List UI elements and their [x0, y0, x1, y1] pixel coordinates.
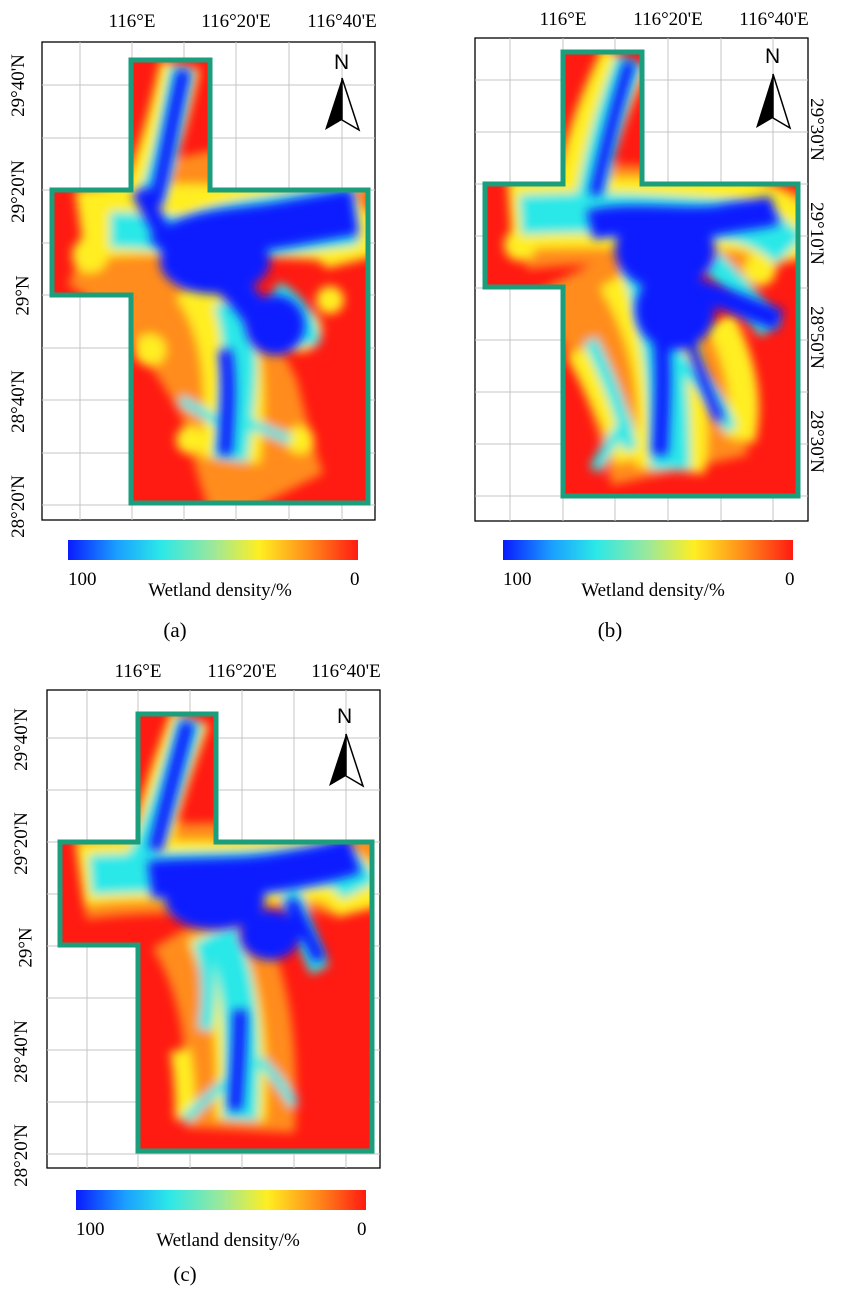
map-panel-a: N 116°E 116°20'E 116°40'E 29°40'N 29°20'…	[0, 0, 420, 650]
colorbar-title: Wetland density/%	[148, 580, 292, 601]
colorbar-max-label: 100	[68, 569, 97, 590]
lat-label: 29°N	[15, 927, 37, 968]
lat-label: 29°40'N	[10, 708, 32, 771]
panel-caption: (b)	[597, 618, 623, 642]
lat-label: 29°10'N	[805, 202, 827, 265]
wetland-density-field	[485, 52, 798, 496]
lon-label: 116°40'E	[307, 11, 377, 32]
north-arrow-icon	[756, 73, 792, 130]
lon-label: 116°E	[114, 661, 162, 682]
lon-label: 116°20'E	[201, 11, 271, 32]
map-panel-c: N 116°E 116°20'E 116°40'E 29°40'N 29°20'…	[0, 650, 420, 1293]
lon-label: 116°E	[108, 11, 156, 32]
lon-label: 116°40'E	[311, 661, 381, 682]
lat-label: 28°20'N	[7, 475, 29, 538]
north-arrow-icon	[329, 733, 365, 788]
colorbar	[76, 1190, 366, 1210]
lon-label: 116°40'E	[739, 9, 809, 30]
map-a-graphic	[41, 41, 376, 560]
colorbar-min-label: 0	[785, 569, 795, 590]
colorbar-title: Wetland density/%	[156, 1230, 300, 1251]
lon-label: 116°20'E	[633, 9, 703, 30]
north-arrow-icon	[325, 77, 361, 132]
colorbar	[503, 540, 793, 560]
colorbar	[68, 540, 358, 560]
lat-label: 28°30'N	[805, 410, 827, 473]
lat-label: 29°20'N	[10, 812, 32, 875]
lat-label: 28°40'N	[7, 370, 29, 433]
lat-label: 29°30'N	[805, 98, 827, 161]
map-c-graphic	[46, 689, 381, 1210]
colorbar-max-label: 100	[503, 569, 532, 590]
north-arrow-label: N	[337, 705, 353, 728]
lon-label: 116°20'E	[207, 661, 277, 682]
study-area-boundary	[49, 57, 371, 506]
map-b-graphic	[474, 37, 809, 560]
north-arrow-label: N	[334, 51, 350, 74]
lat-label: 29°40'N	[7, 54, 29, 117]
lat-label: 28°40'N	[10, 1020, 32, 1083]
colorbar-max-label: 100	[76, 1219, 105, 1240]
north-arrow-label: N	[765, 45, 781, 68]
panel-caption: (c)	[173, 1262, 197, 1286]
lon-label: 116°E	[539, 9, 587, 30]
study-area-boundary	[57, 711, 375, 1154]
colorbar-min-label: 0	[357, 1219, 367, 1240]
lat-label: 28°20'N	[10, 1124, 32, 1187]
lat-label: 28°50'N	[805, 306, 827, 369]
colorbar-title: Wetland density/%	[581, 580, 725, 601]
lat-label: 29°N	[12, 275, 34, 316]
lat-label: 29°20'N	[7, 160, 29, 223]
map-panel-b: N 116°E 116°20'E 116°40'E 29°30'N 29°10'…	[430, 0, 842, 650]
study-area-boundary	[482, 49, 801, 499]
colorbar-min-label: 0	[350, 569, 360, 590]
panel-caption: (a)	[163, 618, 187, 642]
